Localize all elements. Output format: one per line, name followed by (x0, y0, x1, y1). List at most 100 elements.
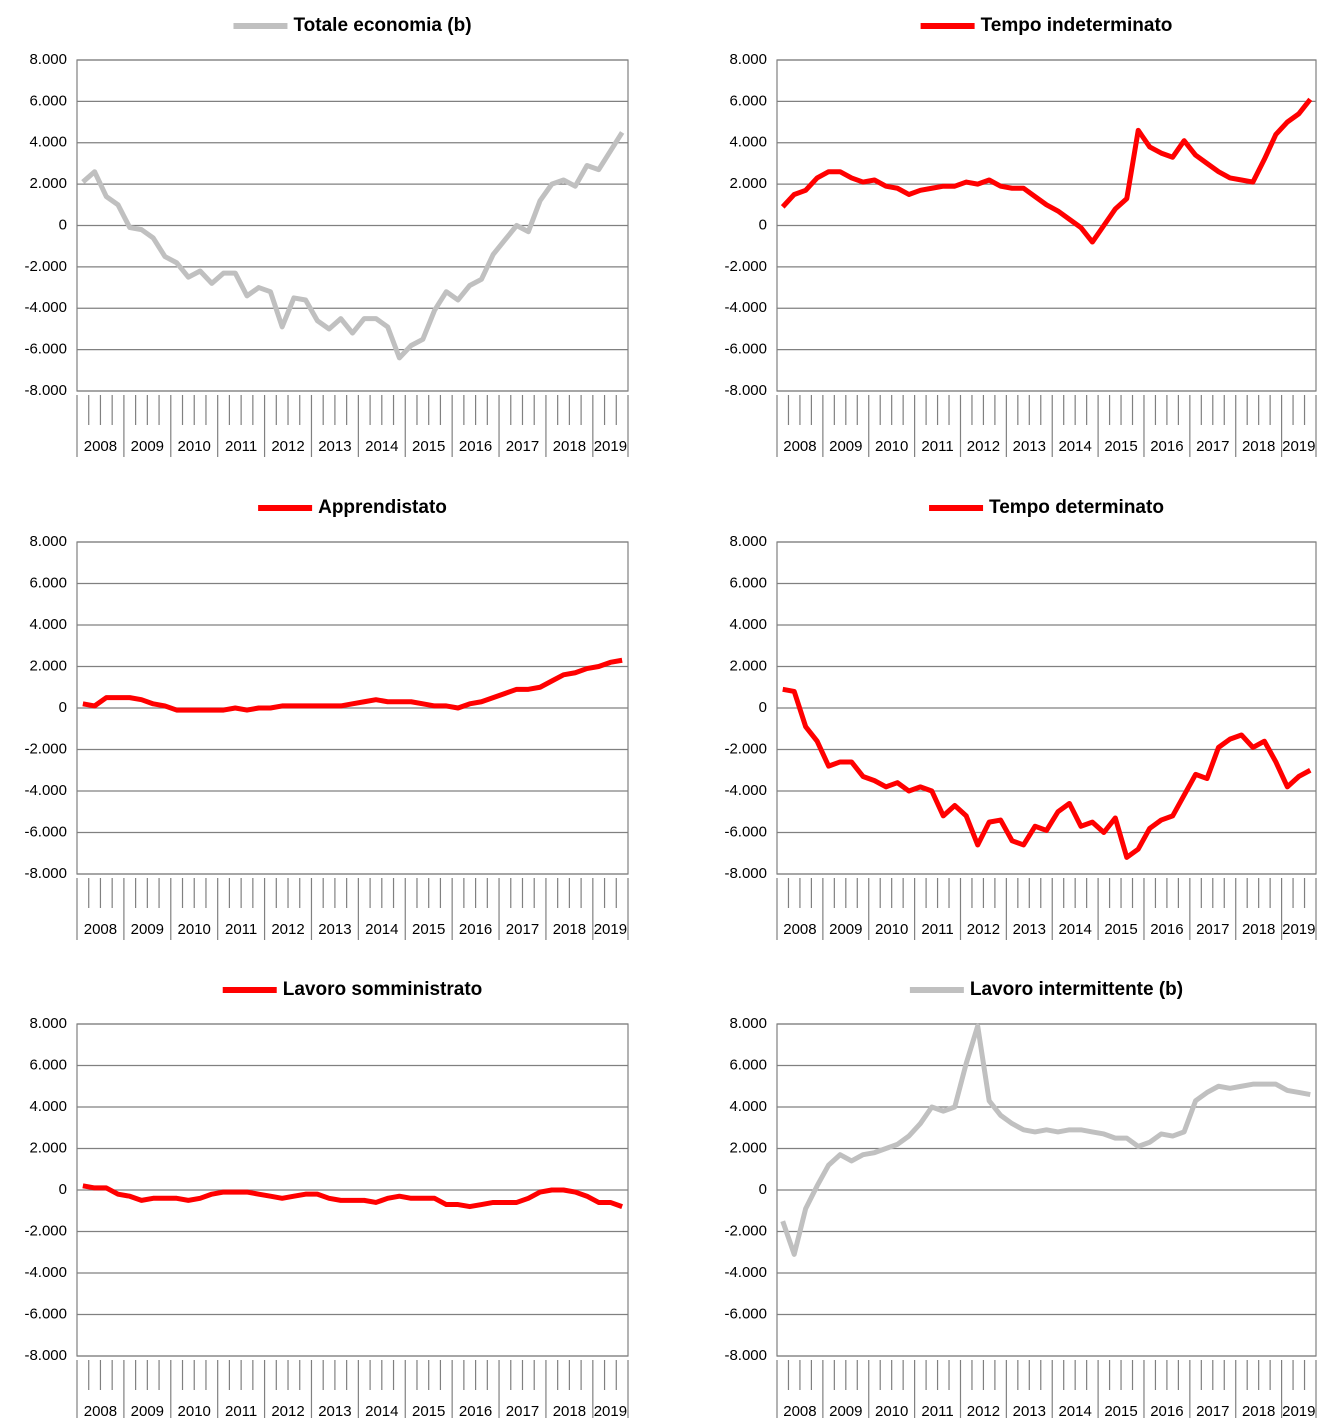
legend-label: Lavoro intermittente (b) (970, 979, 1183, 1000)
y-tick-label: 2.000 (29, 175, 67, 192)
x-tick-label: 2016 (459, 1403, 492, 1418)
y-tick-label: 4.000 (729, 1098, 767, 1115)
y-tick-label: -4.000 (724, 299, 767, 316)
x-tick-label: 2010 (875, 1403, 908, 1418)
x-tick-label: 2013 (318, 438, 351, 455)
x-tick-label: 2014 (1058, 921, 1091, 938)
x-tick-label: 2014 (365, 1403, 398, 1418)
y-tick-label: 0 (59, 1181, 67, 1198)
x-tick-label: 2008 (783, 438, 816, 455)
x-tick-label: 2017 (506, 921, 539, 938)
legend-label: Tempo indeterminato (981, 15, 1173, 36)
x-tick-label: 2009 (829, 438, 862, 455)
x-tick-label: 2013 (1013, 921, 1046, 938)
y-tick-label: 2.000 (729, 1139, 767, 1156)
y-tick-label: -8.000 (24, 382, 67, 399)
x-tick-label: 2018 (1242, 1403, 1275, 1418)
x-tick-label: 2012 (967, 1403, 1000, 1418)
y-tick-label: 6.000 (729, 92, 767, 109)
x-tick-label: 2015 (1104, 921, 1137, 938)
y-tick-label: -8.000 (724, 865, 767, 882)
x-tick-label: 2013 (1013, 438, 1046, 455)
y-tick-label: 0 (759, 216, 767, 233)
legend-label: Tempo determinato (989, 497, 1164, 518)
plot-frame (76, 59, 629, 392)
y-tick-label: -8.000 (724, 382, 767, 399)
x-tick-label: 2019 (594, 438, 627, 455)
series-line (82, 1183, 623, 1210)
y-tick-label: 0 (759, 699, 767, 716)
x-tick-label: 2014 (365, 921, 398, 938)
y-tick-label: 4.000 (729, 134, 767, 151)
x-tick-label: 2018 (553, 1403, 586, 1418)
plot-frame (776, 1023, 1317, 1357)
series-line (780, 1023, 1311, 1257)
x-tick-label: 2014 (1058, 1403, 1091, 1418)
y-tick-label: 6.000 (729, 1056, 767, 1073)
plot-frame (76, 541, 629, 875)
y-tick-label: -6.000 (24, 823, 67, 840)
y-tick-label: -4.000 (24, 782, 67, 799)
y-tick-label: -2.000 (24, 740, 67, 757)
x-tick-label: 2019 (1282, 921, 1315, 938)
x-tick-label: 2018 (1242, 438, 1275, 455)
x-tick-label: 2017 (1196, 438, 1229, 455)
y-tick-label: -2.000 (24, 1222, 67, 1239)
y-tick-label: -4.000 (24, 1264, 67, 1281)
x-tick-label: 2016 (1150, 1403, 1183, 1418)
x-tick-label: 2015 (1104, 1403, 1137, 1418)
y-tick-label: 6.000 (729, 574, 767, 591)
x-tick-label: 2018 (553, 438, 586, 455)
plot-frame (776, 541, 1317, 875)
y-tick-label: -4.000 (724, 782, 767, 799)
y-tick-label: 2.000 (729, 175, 767, 192)
x-tick-label: 2010 (178, 1403, 211, 1418)
x-tick-label: 2008 (84, 1403, 117, 1418)
x-tick-label: 2015 (412, 1403, 445, 1418)
x-tick-label: 2010 (178, 438, 211, 455)
x-tick-label: 2018 (553, 921, 586, 938)
y-tick-label: 4.000 (29, 134, 67, 151)
series-line (82, 657, 623, 713)
x-tick-label: 2011 (921, 921, 953, 938)
x-tick-label: 2019 (1282, 438, 1315, 455)
plot-frame (76, 1023, 629, 1357)
x-tick-label: 2009 (131, 921, 164, 938)
series-line (780, 97, 1313, 245)
x-tick-label: 2018 (1242, 921, 1275, 938)
y-tick-label: 8.000 (29, 51, 67, 68)
y-tick-label: 8.000 (729, 1015, 767, 1032)
x-tick-label: 2014 (1058, 438, 1091, 455)
y-tick-label: 6.000 (29, 574, 67, 591)
y-tick-label: 0 (759, 1181, 767, 1198)
y-tick-label: 8.000 (729, 51, 767, 68)
x-tick-label: 2017 (506, 438, 539, 455)
y-tick-label: -6.000 (24, 1305, 67, 1322)
y-tick-label: 0 (59, 216, 67, 233)
x-tick-label: 2016 (1150, 921, 1183, 938)
y-tick-label: -4.000 (24, 299, 67, 316)
y-tick-label: 8.000 (29, 533, 67, 550)
x-tick-label: 2013 (318, 1403, 351, 1418)
legend-label: Lavoro somministrato (283, 979, 483, 1000)
x-tick-label: 2015 (1104, 438, 1137, 455)
y-tick-label: -8.000 (724, 1347, 767, 1364)
y-tick-label: -2.000 (724, 258, 767, 275)
x-tick-label: 2011 (225, 921, 257, 938)
x-tick-label: 2009 (131, 1403, 164, 1418)
x-tick-label: 2016 (1150, 438, 1183, 455)
y-tick-label: 4.000 (29, 1098, 67, 1115)
x-tick-label: 2012 (967, 921, 1000, 938)
x-tick-label: 2019 (594, 921, 627, 938)
y-tick-label: -8.000 (24, 865, 67, 882)
x-tick-label: 2009 (131, 438, 164, 455)
y-tick-label: 2.000 (729, 657, 767, 674)
x-tick-label: 2012 (271, 921, 304, 938)
x-tick-label: 2015 (412, 438, 445, 455)
y-tick-label: 8.000 (729, 533, 767, 550)
x-tick-label: 2011 (921, 1403, 953, 1418)
x-tick-label: 2016 (459, 438, 492, 455)
y-tick-label: 4.000 (729, 616, 767, 633)
x-tick-label: 2017 (1196, 1403, 1229, 1418)
